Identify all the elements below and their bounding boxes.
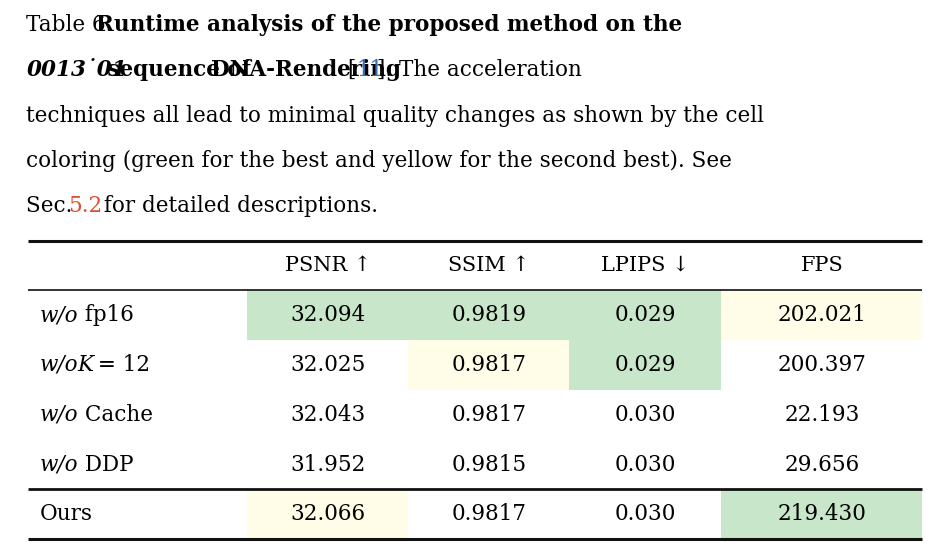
Text: w/o: w/o: [40, 304, 79, 326]
Text: 202.021: 202.021: [778, 304, 867, 326]
Text: 32.025: 32.025: [290, 354, 365, 376]
Text: 0.9817: 0.9817: [451, 354, 526, 376]
Text: 0013˙01: 0013˙01: [26, 59, 128, 81]
Text: w/o: w/o: [40, 404, 79, 426]
Text: 0.029: 0.029: [615, 304, 676, 326]
Text: SSIM ↑: SSIM ↑: [447, 256, 530, 275]
Text: 0.030: 0.030: [615, 503, 675, 525]
Text: 11: 11: [356, 59, 383, 81]
Text: 22.193: 22.193: [784, 404, 860, 426]
Text: Ours: Ours: [40, 503, 93, 525]
Text: Table 6.: Table 6.: [26, 14, 124, 36]
Text: 200.397: 200.397: [778, 354, 867, 376]
Text: 0.9815: 0.9815: [451, 453, 526, 476]
Text: DDP: DDP: [78, 453, 133, 476]
Text: 0.9819: 0.9819: [451, 304, 526, 326]
Text: [: [: [341, 59, 357, 81]
Text: 0.030: 0.030: [615, 404, 675, 426]
Text: 0.9817: 0.9817: [451, 404, 526, 426]
Text: FPS: FPS: [800, 256, 843, 275]
Text: 0.9817: 0.9817: [451, 503, 526, 525]
Text: 0.029: 0.029: [615, 354, 676, 376]
Text: w/o: w/o: [40, 453, 79, 476]
Text: = 12: = 12: [91, 354, 149, 376]
Text: Cache: Cache: [78, 404, 152, 426]
Text: sequence of: sequence of: [100, 59, 258, 81]
Text: ]. The acceleration: ]. The acceleration: [377, 59, 582, 81]
Text: DNA-Rendering: DNA-Rendering: [211, 59, 401, 81]
Text: w/o: w/o: [40, 354, 79, 376]
Text: 219.430: 219.430: [778, 503, 867, 525]
Text: 32.066: 32.066: [290, 503, 365, 525]
Text: coloring (green for the best and yellow for the second best). See: coloring (green for the best and yellow …: [26, 150, 732, 172]
Text: 5.2: 5.2: [68, 195, 102, 217]
Text: 32.043: 32.043: [290, 404, 365, 426]
Text: techniques all lead to minimal quality changes as shown by the cell: techniques all lead to minimal quality c…: [26, 105, 764, 127]
Text: 31.952: 31.952: [290, 453, 365, 476]
Text: Sec.: Sec.: [26, 195, 78, 217]
Text: 32.094: 32.094: [290, 304, 365, 326]
Text: LPIPS ↓: LPIPS ↓: [601, 256, 690, 275]
Text: PSNR ↑: PSNR ↑: [285, 256, 371, 275]
Text: 29.656: 29.656: [784, 453, 859, 476]
Text: Runtime analysis of the proposed method on the: Runtime analysis of the proposed method …: [96, 14, 682, 36]
Text: fp16: fp16: [78, 304, 133, 326]
Text: for detailed descriptions.: for detailed descriptions.: [97, 195, 378, 217]
Text: K: K: [78, 354, 94, 376]
Text: 0.030: 0.030: [615, 453, 675, 476]
